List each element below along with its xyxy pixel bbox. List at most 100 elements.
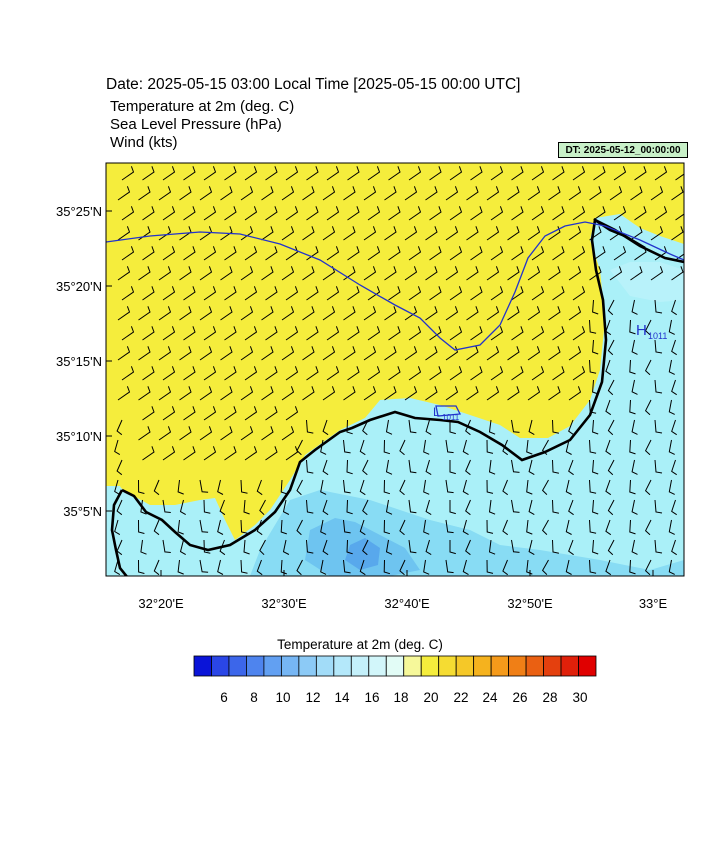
- wind-barb: [568, 306, 582, 321]
- wind-barb: [326, 286, 340, 301]
- wind-barb: [306, 499, 314, 514]
- wind-barb: [629, 439, 636, 455]
- wind-barb: [399, 519, 406, 536]
- wind-barb: [654, 379, 663, 394]
- wind-barb: [631, 419, 638, 435]
- wind-barb: [445, 226, 459, 241]
- wind-barb: [644, 359, 652, 376]
- wind-barb: [449, 366, 463, 381]
- wind-barb: [261, 266, 274, 281]
- wind-barb: [528, 539, 535, 556]
- wind-barb: [224, 366, 237, 381]
- wind-barb: [240, 306, 254, 321]
- low-pressure-contour: [435, 405, 462, 417]
- wind-barb: [114, 479, 121, 496]
- wind-barb: [445, 439, 454, 454]
- wind-barb: [399, 479, 406, 496]
- wind-barb: [203, 406, 217, 421]
- wind-barb: [671, 419, 677, 436]
- wind-barb: [296, 519, 303, 536]
- wind-barb: [527, 186, 541, 201]
- colorbar-label: 22: [453, 690, 469, 705]
- wind-barb: [527, 266, 541, 281]
- wind-barb: [199, 479, 209, 493]
- colorbar-label: 24: [482, 690, 498, 705]
- wind-barb: [607, 299, 615, 316]
- wind-barb: [359, 519, 366, 536]
- wind-barb: [217, 479, 224, 495]
- wind-barb: [613, 166, 627, 181]
- wind-barb: [385, 499, 393, 515]
- wind-barb: [346, 499, 353, 515]
- wind-barb: [629, 519, 636, 535]
- wind-barb: [199, 306, 213, 321]
- wind-barb: [326, 206, 340, 221]
- wind-barb: [121, 366, 135, 381]
- wind-barb: [199, 559, 209, 573]
- wind-barb: [668, 439, 675, 455]
- wind-barb: [565, 479, 572, 495]
- wind-barb: [326, 246, 340, 261]
- wind-barb: [240, 266, 254, 281]
- lat-tick-label: 35°15'N: [56, 354, 102, 369]
- wind-barb: [320, 559, 327, 575]
- wind-barb: [363, 306, 377, 321]
- wind-barb: [650, 186, 664, 201]
- wind-barb: [631, 339, 638, 355]
- wind-barb: [605, 399, 612, 416]
- wind-barb: [158, 346, 172, 361]
- wind-barb: [629, 559, 636, 575]
- wind-barb: [466, 346, 479, 361]
- wind-barb: [256, 559, 263, 576]
- wind-barb: [507, 226, 520, 241]
- wind-barb: [527, 226, 541, 241]
- wind-barb: [425, 459, 432, 476]
- wind-barb: [280, 559, 287, 575]
- wind-barb: [593, 246, 606, 261]
- wind-barb: [244, 246, 258, 261]
- wind-barb: [388, 166, 401, 181]
- map-frame: [105, 162, 685, 577]
- wind-barb: [326, 166, 340, 181]
- wind-barb: [644, 399, 652, 416]
- wind-barb: [138, 186, 151, 201]
- wind-barb: [281, 226, 295, 241]
- wind-barb: [526, 439, 533, 455]
- wind-barb: [362, 419, 369, 436]
- wind-barb: [244, 166, 258, 181]
- wind-barb: [488, 419, 496, 435]
- wind-barb: [592, 539, 599, 555]
- wind-barb: [224, 326, 237, 341]
- wind-barb: [388, 246, 401, 261]
- wind-barb: [220, 226, 233, 241]
- wind-barb: [526, 479, 533, 495]
- wind-barb: [265, 286, 278, 301]
- wind-barb: [285, 166, 299, 181]
- wind-barb: [511, 286, 524, 301]
- wind-barb: [320, 479, 327, 495]
- wind-barb: [114, 559, 121, 576]
- wind-barb: [219, 539, 226, 556]
- lat-axis: 35°25'N 35°20'N 35°15'N 35°10'N 35°5'N: [56, 204, 112, 519]
- wind-barb: [306, 286, 319, 301]
- lat-tick-label: 35°5'N: [63, 504, 102, 519]
- wind-barb: [429, 326, 442, 341]
- wind-barb: [162, 539, 171, 553]
- wind-barb: [285, 326, 299, 341]
- wind-barb: [527, 306, 541, 321]
- wind-barb: [425, 266, 438, 281]
- wind-barb: [285, 286, 299, 301]
- wind-barb: [383, 479, 391, 495]
- wind-barb: [224, 166, 237, 181]
- wind-barb: [121, 286, 135, 301]
- wind-barb: [552, 419, 560, 434]
- colorbar-label: 20: [423, 690, 439, 705]
- wind-barb: [265, 206, 278, 221]
- lon-axis: 32°20'E 32°30'E 32°40'E 32°50'E 33°E: [138, 570, 667, 611]
- wind-barb: [470, 246, 483, 261]
- wind-barb: [589, 186, 602, 201]
- colorbar-swatch: [193, 655, 212, 677]
- wind-barb: [423, 479, 430, 495]
- wind-barb: [629, 399, 636, 415]
- wind-barb: [116, 499, 123, 516]
